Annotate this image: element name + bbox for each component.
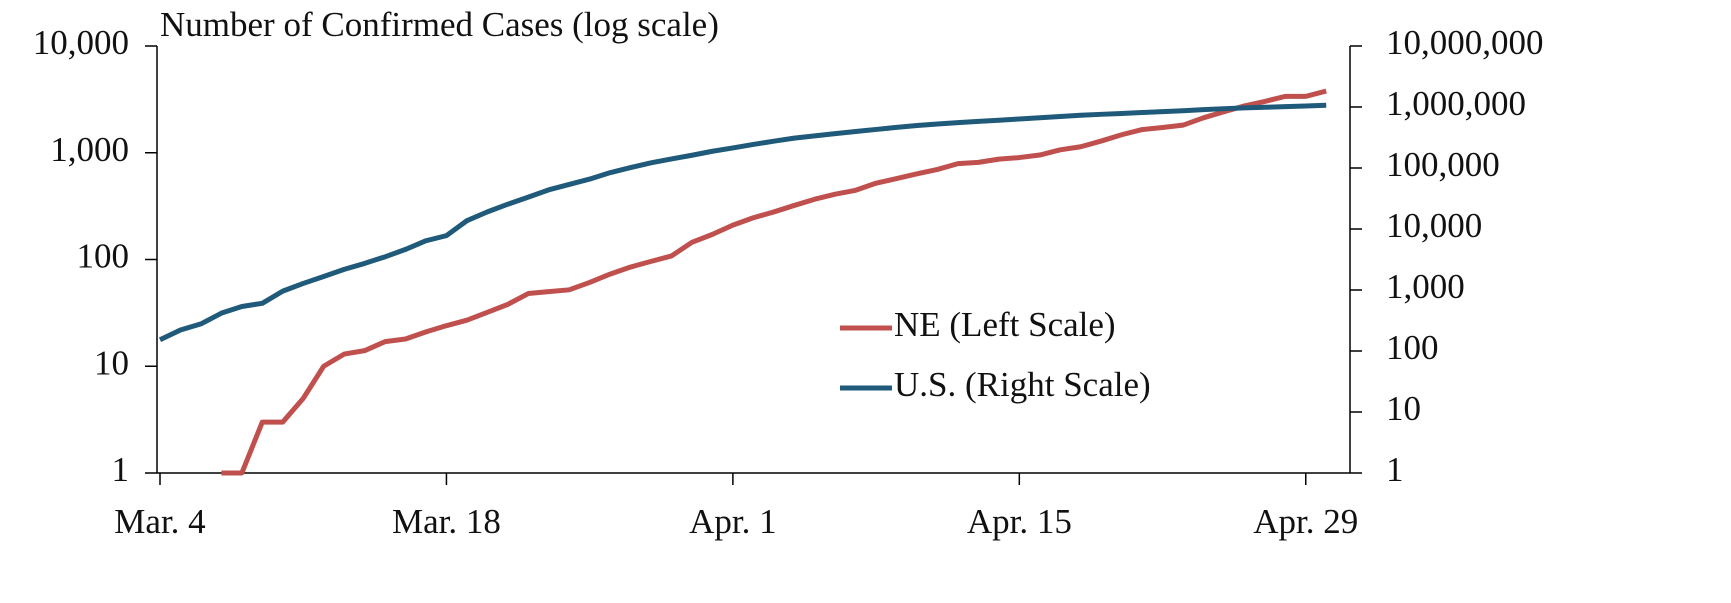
y-tick-label: 1,000 [50, 130, 129, 169]
x-tick-label: Mar. 4 [114, 502, 205, 541]
series-line [158, 102, 1327, 342]
x-tick-label: Apr. 15 [967, 502, 1072, 541]
y2-tick-label: 10,000 [1386, 206, 1482, 245]
x-tick-label: Apr. 1 [689, 502, 777, 541]
y-tick-label: 1 [112, 450, 130, 489]
y2-tick-label: 100 [1386, 328, 1439, 367]
y-tick-label: 10 [94, 343, 129, 382]
x-tick-label: Apr. 29 [1253, 502, 1358, 541]
y2-tick-label: 1 [1386, 450, 1404, 489]
series-line [221, 88, 1327, 476]
x-tick-label: Mar. 18 [392, 502, 501, 541]
y2-tick-label: 1,000 [1386, 267, 1465, 306]
y-tick-label: 10,000 [33, 23, 129, 62]
y2-tick-label: 100,000 [1386, 145, 1500, 184]
y2-tick-label: 10 [1386, 389, 1421, 428]
legend-label: NE (Left Scale) [894, 305, 1116, 344]
y2-tick-label: 10,000,000 [1386, 23, 1544, 62]
legend-label: U.S. (Right Scale) [894, 365, 1151, 404]
y-tick-label: 100 [77, 237, 130, 276]
y2-tick-label: 1,000,000 [1386, 84, 1526, 123]
chart-title: Number of Confirmed Cases (log scale) [160, 5, 719, 44]
